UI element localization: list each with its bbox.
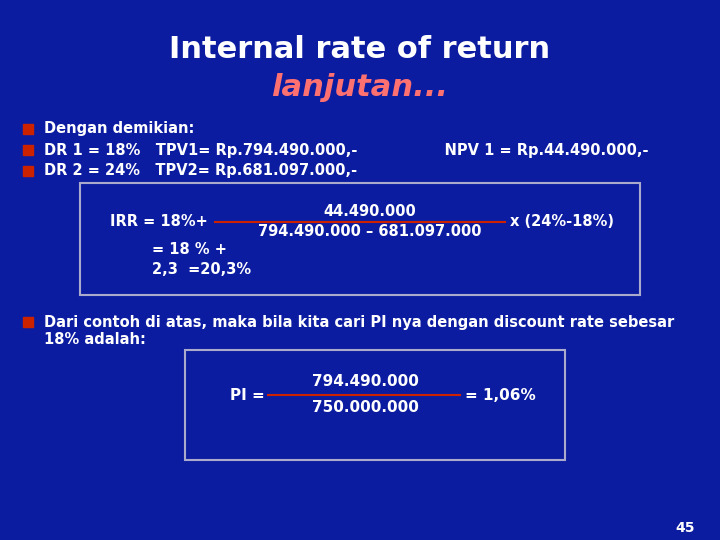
Text: PI =: PI = bbox=[230, 388, 265, 402]
Text: DR 1 = 18%   TPV1= Rp.794.490.000,-                 NPV 1 = Rp.44.490.000,-: DR 1 = 18% TPV1= Rp.794.490.000,- NPV 1 … bbox=[44, 143, 649, 158]
Text: lanjutan...: lanjutan... bbox=[271, 73, 449, 103]
Text: Internal rate of return: Internal rate of return bbox=[169, 36, 551, 64]
Text: Dengan demikian:: Dengan demikian: bbox=[44, 122, 194, 137]
Text: 44.490.000: 44.490.000 bbox=[323, 205, 416, 219]
FancyBboxPatch shape bbox=[185, 350, 565, 460]
Polygon shape bbox=[23, 124, 33, 134]
Text: 750.000.000: 750.000.000 bbox=[312, 401, 418, 415]
Text: 45: 45 bbox=[675, 521, 695, 535]
FancyBboxPatch shape bbox=[80, 183, 640, 295]
Text: IRR = 18%+: IRR = 18%+ bbox=[110, 214, 208, 230]
Text: x (24%-18%): x (24%-18%) bbox=[510, 214, 614, 230]
Text: = 1,06%: = 1,06% bbox=[465, 388, 536, 402]
Text: = 18 % +: = 18 % + bbox=[152, 241, 227, 256]
Text: DR 2 = 24%   TPV2= Rp.681.097.000,-: DR 2 = 24% TPV2= Rp.681.097.000,- bbox=[44, 164, 357, 179]
Text: Dari contoh di atas, maka bila kita cari PI nya dengan discount rate sebesar: Dari contoh di atas, maka bila kita cari… bbox=[44, 314, 674, 329]
Polygon shape bbox=[23, 317, 33, 327]
Text: 2,3  =20,3%: 2,3 =20,3% bbox=[152, 261, 251, 276]
Polygon shape bbox=[23, 166, 33, 176]
Text: 794.490.000 – 681.097.000: 794.490.000 – 681.097.000 bbox=[258, 225, 482, 240]
Text: 794.490.000: 794.490.000 bbox=[312, 375, 418, 389]
Text: 18% adalah:: 18% adalah: bbox=[44, 333, 146, 348]
Polygon shape bbox=[23, 145, 33, 155]
